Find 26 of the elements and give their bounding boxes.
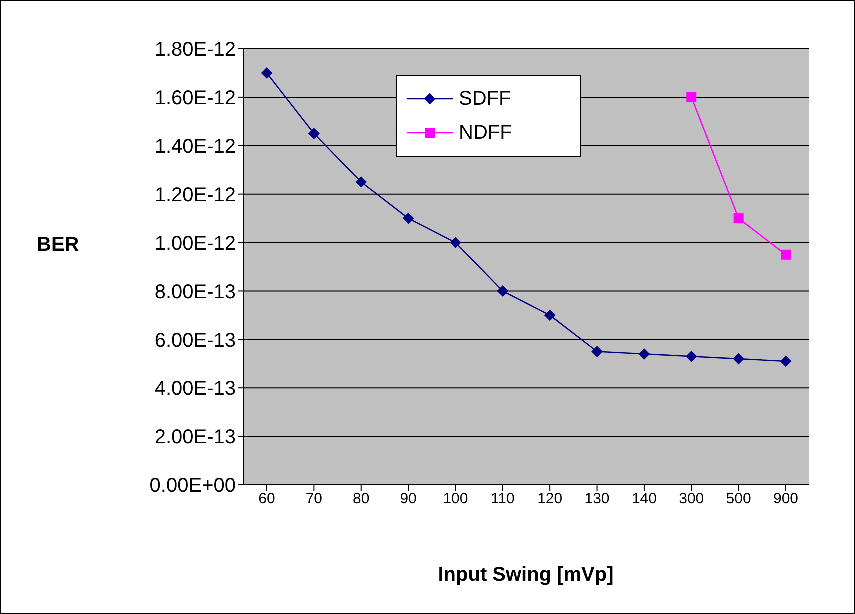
y-tick-label: 6.00E-13 bbox=[154, 330, 236, 352]
y-tick-label: 1.00E-12 bbox=[154, 232, 236, 255]
x-tick-label: 900 bbox=[773, 490, 799, 508]
y-tick-label: 4.00E-13 bbox=[154, 378, 236, 400]
x-tick-label: 300 bbox=[679, 490, 704, 508]
y-tick-label: 1.40E-12 bbox=[154, 136, 236, 158]
x-tick-label: 110 bbox=[490, 490, 515, 508]
x-tick-label: 120 bbox=[538, 490, 563, 508]
legend-label: SDFF bbox=[459, 88, 512, 110]
y-tick-label: 2.00E-13 bbox=[154, 426, 236, 449]
x-tick-label: 60 bbox=[258, 490, 276, 508]
x-tick-label: 130 bbox=[584, 490, 610, 508]
y-tick-label: 1.20E-12 bbox=[154, 184, 236, 206]
x-tick-label: 140 bbox=[632, 490, 657, 508]
y-axis-title: BER bbox=[37, 234, 80, 256]
x-tick-label: 500 bbox=[726, 490, 752, 508]
y-tick-label: 8.00E-13 bbox=[154, 281, 236, 304]
x-tick-label: 80 bbox=[353, 490, 370, 508]
y-tick-label: 0.00E+00 bbox=[150, 475, 236, 498]
x-tick-label: 70 bbox=[306, 490, 323, 508]
x-tick-label: 90 bbox=[400, 490, 417, 508]
y-tick-label: 1.80E-12 bbox=[154, 39, 236, 62]
legend-label: NDFF bbox=[459, 122, 512, 144]
y-tick-label: 1.60E-12 bbox=[154, 88, 236, 110]
x-tick-label: 100 bbox=[443, 490, 468, 508]
x-axis-title: Input Swing [mVp] bbox=[438, 564, 614, 586]
